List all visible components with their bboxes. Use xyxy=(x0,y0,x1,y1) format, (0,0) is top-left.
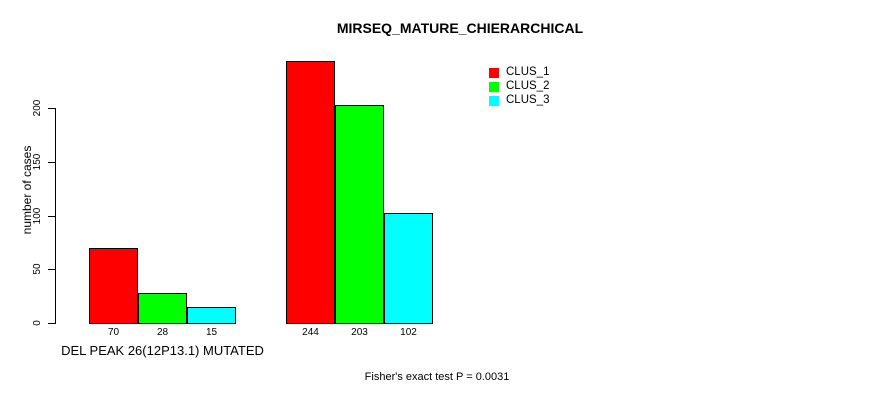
bar-clus_3-group2 xyxy=(384,213,433,324)
legend-swatch-clus1 xyxy=(489,68,499,78)
legend-swatch-clus2 xyxy=(489,82,499,92)
legend-swatch-clus3 xyxy=(489,96,499,106)
bar-clus_3-group1 xyxy=(187,306,236,324)
bar-clus_2-group2 xyxy=(335,104,384,324)
fisher-test-annotation: Fisher's exact test P = 0.0031 xyxy=(364,371,510,383)
bar-value-label: 70 xyxy=(107,327,120,338)
legend-label-clus3: CLUS_3 xyxy=(506,94,550,107)
y-axis-tick xyxy=(48,215,56,217)
bar-clus_1-group1 xyxy=(89,247,138,324)
y-axis-tick xyxy=(48,323,56,324)
chart-title: MIRSEQ_MATURE_CHIERARCHICAL xyxy=(336,20,584,36)
bar-clus_1-group2 xyxy=(286,60,335,324)
bar-value-label: 15 xyxy=(205,327,218,338)
legend: CLUS_1 CLUS_2 CLUS_3 xyxy=(489,66,549,108)
bar-value-label: 102 xyxy=(400,327,417,338)
y-axis-tick xyxy=(48,108,56,109)
bar-value-label: 28 xyxy=(156,327,169,338)
y-axis-tick-label: 50 xyxy=(32,263,43,275)
y-axis-tick-label: 100 xyxy=(32,207,43,224)
legend-item-clus2: CLUS_2 xyxy=(489,80,549,94)
bar-value-label: 244 xyxy=(302,327,319,338)
y-axis-tick-label: 200 xyxy=(32,99,43,117)
y-axis-tick-label: 150 xyxy=(32,153,43,171)
y-axis-tick-label: 0 xyxy=(32,320,43,326)
legend-label-clus1: CLUS_1 xyxy=(506,66,550,79)
legend-item-clus3: CLUS_3 xyxy=(489,94,549,108)
legend-label-clus2: CLUS_2 xyxy=(506,80,550,93)
legend-item-clus1: CLUS_1 xyxy=(489,66,549,80)
x-axis-group-label: DEL PEAK 26(12P13.1) MUTATED xyxy=(61,343,264,358)
y-axis-tick xyxy=(48,269,56,271)
bar-clus_2-group1 xyxy=(138,292,187,324)
y-axis-tick xyxy=(48,161,56,163)
bar-value-label: 203 xyxy=(351,327,368,338)
